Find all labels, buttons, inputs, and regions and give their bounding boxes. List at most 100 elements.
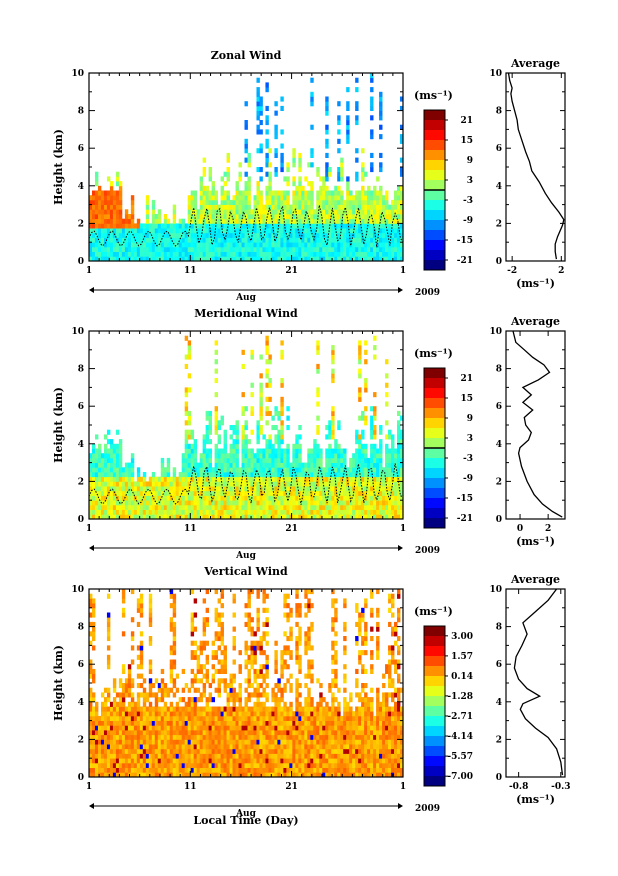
average-y-tick-label: 2 — [496, 219, 502, 229]
average-y-tick-label: 4 — [496, 698, 502, 708]
colorbar: 21 15 9 3 -3 -9 -15 -21 (ms⁻¹) — [414, 89, 473, 271]
x-tick-label: 1 — [86, 524, 92, 534]
colorbar-tick-label: -5.57 — [447, 752, 473, 762]
average-x-tick-label: -2 — [507, 266, 517, 276]
y-tick-label: 8 — [78, 365, 84, 375]
x-axis-label: Aug — [235, 551, 257, 561]
average-profile-line — [507, 72, 565, 260]
average-y-tick-label: 4 — [496, 440, 502, 450]
colorbar-tick-label: -1.28 — [447, 692, 473, 702]
colorbar-tick-label: -15 — [457, 236, 473, 246]
average-title: Average — [510, 573, 560, 586]
x-tick-label: 11 — [184, 266, 197, 276]
y-tick-label: 10 — [71, 327, 84, 337]
y-tick-label: 2 — [78, 219, 84, 229]
y-tick-label: 8 — [78, 623, 84, 633]
colorbar-tick-label: 0.14 — [451, 672, 473, 682]
colorbar-tick-label: 15 — [460, 394, 473, 404]
colorbar-unit: (ms⁻¹) — [414, 605, 453, 618]
average-y-tick-label: 0 — [496, 773, 502, 783]
average-y-tick-label: 8 — [496, 107, 502, 117]
colorbar: 3.00 1.57 0.14 -1.28 -2.71 -4.14 -5.57 -7.00 (ms… — [414, 605, 473, 787]
average-y-tick-label: 10 — [489, 585, 502, 595]
arrow-left — [89, 287, 94, 293]
colorbar-tick-label: 3.00 — [451, 632, 473, 642]
arrow-left — [89, 545, 94, 551]
arrow-right — [398, 287, 403, 293]
panel-title: Zonal Wind — [211, 49, 282, 62]
colorbar-tick-label: -9 — [463, 216, 473, 226]
colorbar-tick-label: 9 — [467, 414, 473, 424]
x-tick-label: 1 — [86, 782, 92, 792]
average-profile-line — [512, 330, 563, 518]
y-tick-label: 2 — [78, 735, 84, 745]
colorbar-tick-label: 21 — [460, 116, 473, 126]
colorbar-tick-label: -4.14 — [447, 732, 473, 742]
x-tick-label: 1 — [400, 524, 406, 534]
panel-title: Meridional Wind — [194, 307, 298, 320]
x-axis-label: Aug — [235, 809, 257, 819]
colorbar-tick-label: -3 — [463, 196, 473, 206]
colorbar-tick-label: -9 — [463, 474, 473, 484]
average-x-unit: (ms⁻¹) — [516, 793, 555, 806]
average-y-tick-label: 4 — [496, 182, 502, 192]
colorbar-tick-label: 21 — [460, 374, 473, 384]
y-tick-label: 10 — [71, 585, 84, 595]
average-y-tick-label: 8 — [496, 623, 502, 633]
heatmap-field — [89, 589, 404, 778]
x-tick-label: 11 — [184, 524, 197, 534]
year-label: 2009 — [415, 546, 440, 556]
boundary-line — [88, 205, 404, 248]
colorbar-unit: (ms⁻¹) — [414, 347, 453, 360]
y-tick-label: 2 — [78, 477, 84, 487]
average-y-tick-label: 6 — [496, 660, 502, 670]
colorbar-tick-label: 1.57 — [451, 652, 473, 662]
x-tick-label: 1 — [400, 266, 406, 276]
y-tick-label: 0 — [78, 257, 84, 267]
y-tick-label: 6 — [78, 402, 84, 412]
average-title: Average — [510, 315, 560, 328]
average-y-tick-label: 2 — [496, 735, 502, 745]
average-x-tick-label: 2 — [558, 266, 564, 276]
x-tick-label: 21 — [285, 524, 298, 534]
y-tick-label: 4 — [78, 698, 84, 708]
average-x-tick-label: -0.3 — [551, 782, 570, 792]
x-axis-label: Aug — [235, 293, 257, 303]
average-panel: Average 0 2 4 6 8 10 -0.8 -0.3(ms⁻¹) — [489, 573, 570, 806]
average-y-tick-label: 0 — [496, 515, 502, 525]
average-y-tick-label: 2 — [496, 477, 502, 487]
x-tick-label: 1 — [400, 782, 406, 792]
colorbar-unit: (ms⁻¹) — [414, 89, 453, 102]
x-tick-label: 11 — [184, 782, 197, 792]
colorbar-tick-label: -7.00 — [447, 772, 473, 782]
arrow-right — [398, 803, 403, 809]
average-y-tick-label: 10 — [489, 327, 502, 337]
y-tick-label: 0 — [78, 515, 84, 525]
y-tick-label: 4 — [78, 182, 84, 192]
y-tick-label: 6 — [78, 144, 84, 154]
footer-x-label: Local Time (Day) — [193, 814, 298, 827]
x-tick-label: 21 — [285, 782, 298, 792]
average-title: Average — [510, 57, 560, 70]
y-tick-label: 10 — [71, 69, 84, 79]
colorbar: 21 15 9 3 -3 -9 -15 -21 (ms⁻¹) — [414, 347, 473, 529]
y-tick-label: 6 — [78, 660, 84, 670]
arrow-left — [89, 803, 94, 809]
average-y-tick-label: 0 — [496, 257, 502, 267]
colorbar-tick-label: -21 — [457, 256, 473, 266]
x-tick-label: 1 — [86, 266, 92, 276]
arrow-right — [398, 545, 403, 551]
heatmap-field — [89, 335, 404, 520]
average-y-tick-label: 10 — [489, 69, 502, 79]
heatmap-field — [89, 73, 404, 262]
average-y-tick-label: 6 — [496, 402, 502, 412]
year-label: 2009 — [415, 804, 440, 814]
boundary-line — [88, 463, 404, 505]
average-x-tick-label: -0.8 — [509, 782, 528, 792]
